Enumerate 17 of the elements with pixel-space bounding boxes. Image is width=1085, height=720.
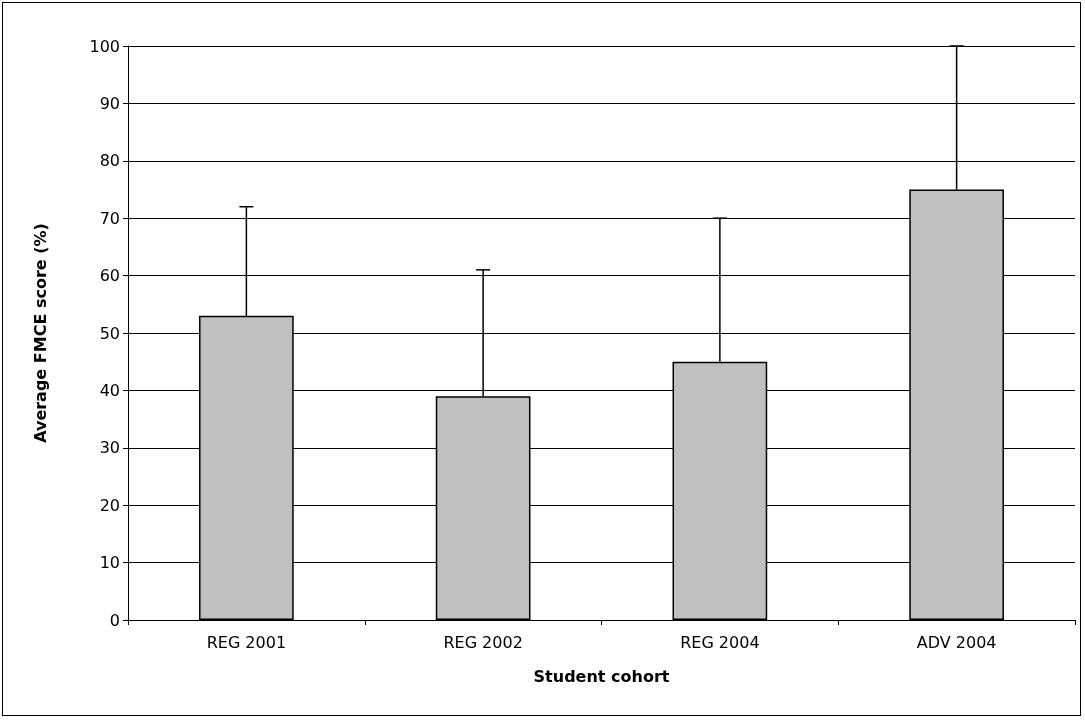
y-tick-label: 20 bbox=[99, 495, 120, 515]
y-tick-label: 60 bbox=[99, 266, 120, 286]
x-tick-label: REG 2001 bbox=[206, 632, 287, 652]
x-tick-label: REG 2002 bbox=[443, 632, 523, 652]
y-tick-label: 0 bbox=[109, 610, 120, 630]
x-tick-label: ADV 2004 bbox=[916, 632, 997, 652]
x-tick-label: REG 2004 bbox=[680, 632, 760, 652]
y-tick-label: 100 bbox=[89, 36, 120, 56]
y-tick-label: 70 bbox=[99, 208, 120, 228]
y-tick-label: 30 bbox=[99, 438, 120, 458]
y-tick-label: 80 bbox=[99, 151, 120, 171]
y-axis-title: Average FMCE score (%) bbox=[30, 223, 50, 443]
y-tick-label: 50 bbox=[99, 323, 120, 343]
y-tick-label: 10 bbox=[99, 553, 120, 573]
y-tick-label: 40 bbox=[99, 380, 120, 400]
y-tick-label: 90 bbox=[99, 93, 120, 113]
x-axis-title: Student cohort bbox=[533, 666, 670, 686]
